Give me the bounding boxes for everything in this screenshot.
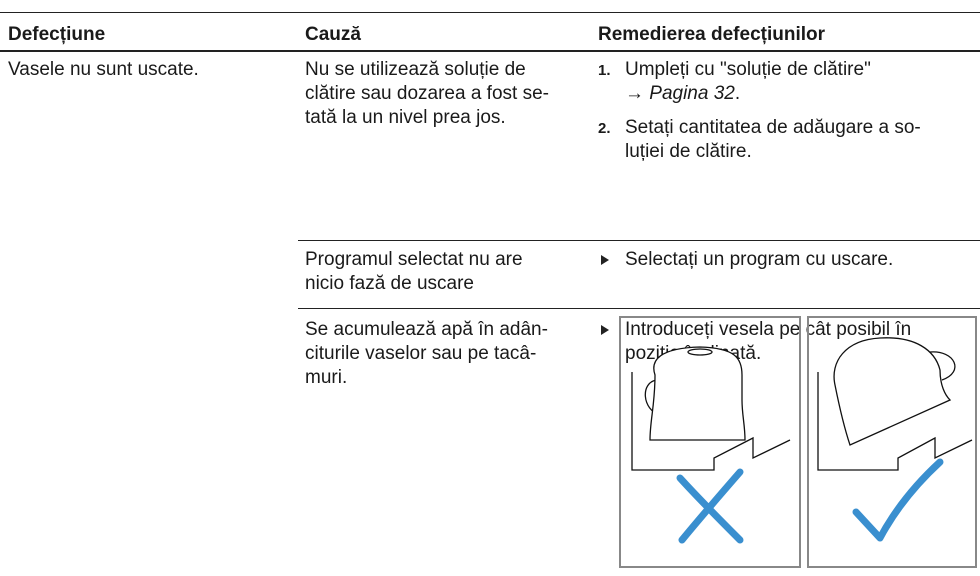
- cause: muri.: [305, 367, 348, 388]
- cause: Programul selectat nu are: [305, 249, 523, 270]
- page-link: Pagina 32: [649, 83, 735, 104]
- punct: .: [734, 83, 741, 104]
- remedy: Umpleți cu "soluție de clătire": [625, 59, 871, 80]
- remedy: Setați cantitatea de adăugare a so-: [625, 117, 921, 138]
- cause: Nu se utilizează soluție de: [305, 59, 526, 80]
- bullet: [601, 325, 609, 335]
- remedy: luției de clătire.: [625, 141, 752, 162]
- header: Defecțiune: [8, 24, 106, 45]
- correct-icon: [852, 458, 944, 542]
- page-ref: → Pagina 32.: [625, 82, 740, 106]
- cause: clătire sau dozarea a fost se-: [305, 83, 549, 104]
- cup-upright: [631, 346, 791, 471]
- wrong-icon: [676, 468, 744, 544]
- cause: Se acumulează apă în adân-: [305, 319, 548, 340]
- step-number: 2.: [598, 120, 611, 137]
- cup-tilted: [817, 337, 973, 471]
- arrow: →: [625, 83, 644, 104]
- bullet: [601, 255, 609, 265]
- header: Cauză: [305, 24, 361, 45]
- cause: nicio fază de uscare: [305, 273, 474, 294]
- image-frame: [807, 316, 977, 568]
- rule: [298, 240, 980, 241]
- image-frame: [619, 316, 801, 568]
- cause: citurile vaselor sau pe tacâ-: [305, 343, 537, 364]
- cause: tată la un nivel prea jos.: [305, 107, 506, 128]
- remedy: Selectați un program cu uscare.: [625, 249, 894, 270]
- remedy: Introduceți vesela pe cât posibil în: [625, 319, 912, 340]
- rule: [298, 308, 980, 309]
- step-number: 1.: [598, 62, 611, 79]
- rule: [0, 12, 980, 13]
- header: Remedierea defecțiunilor: [598, 24, 826, 45]
- fault: Vasele nu sunt uscate.: [8, 59, 199, 80]
- rule: [0, 50, 980, 52]
